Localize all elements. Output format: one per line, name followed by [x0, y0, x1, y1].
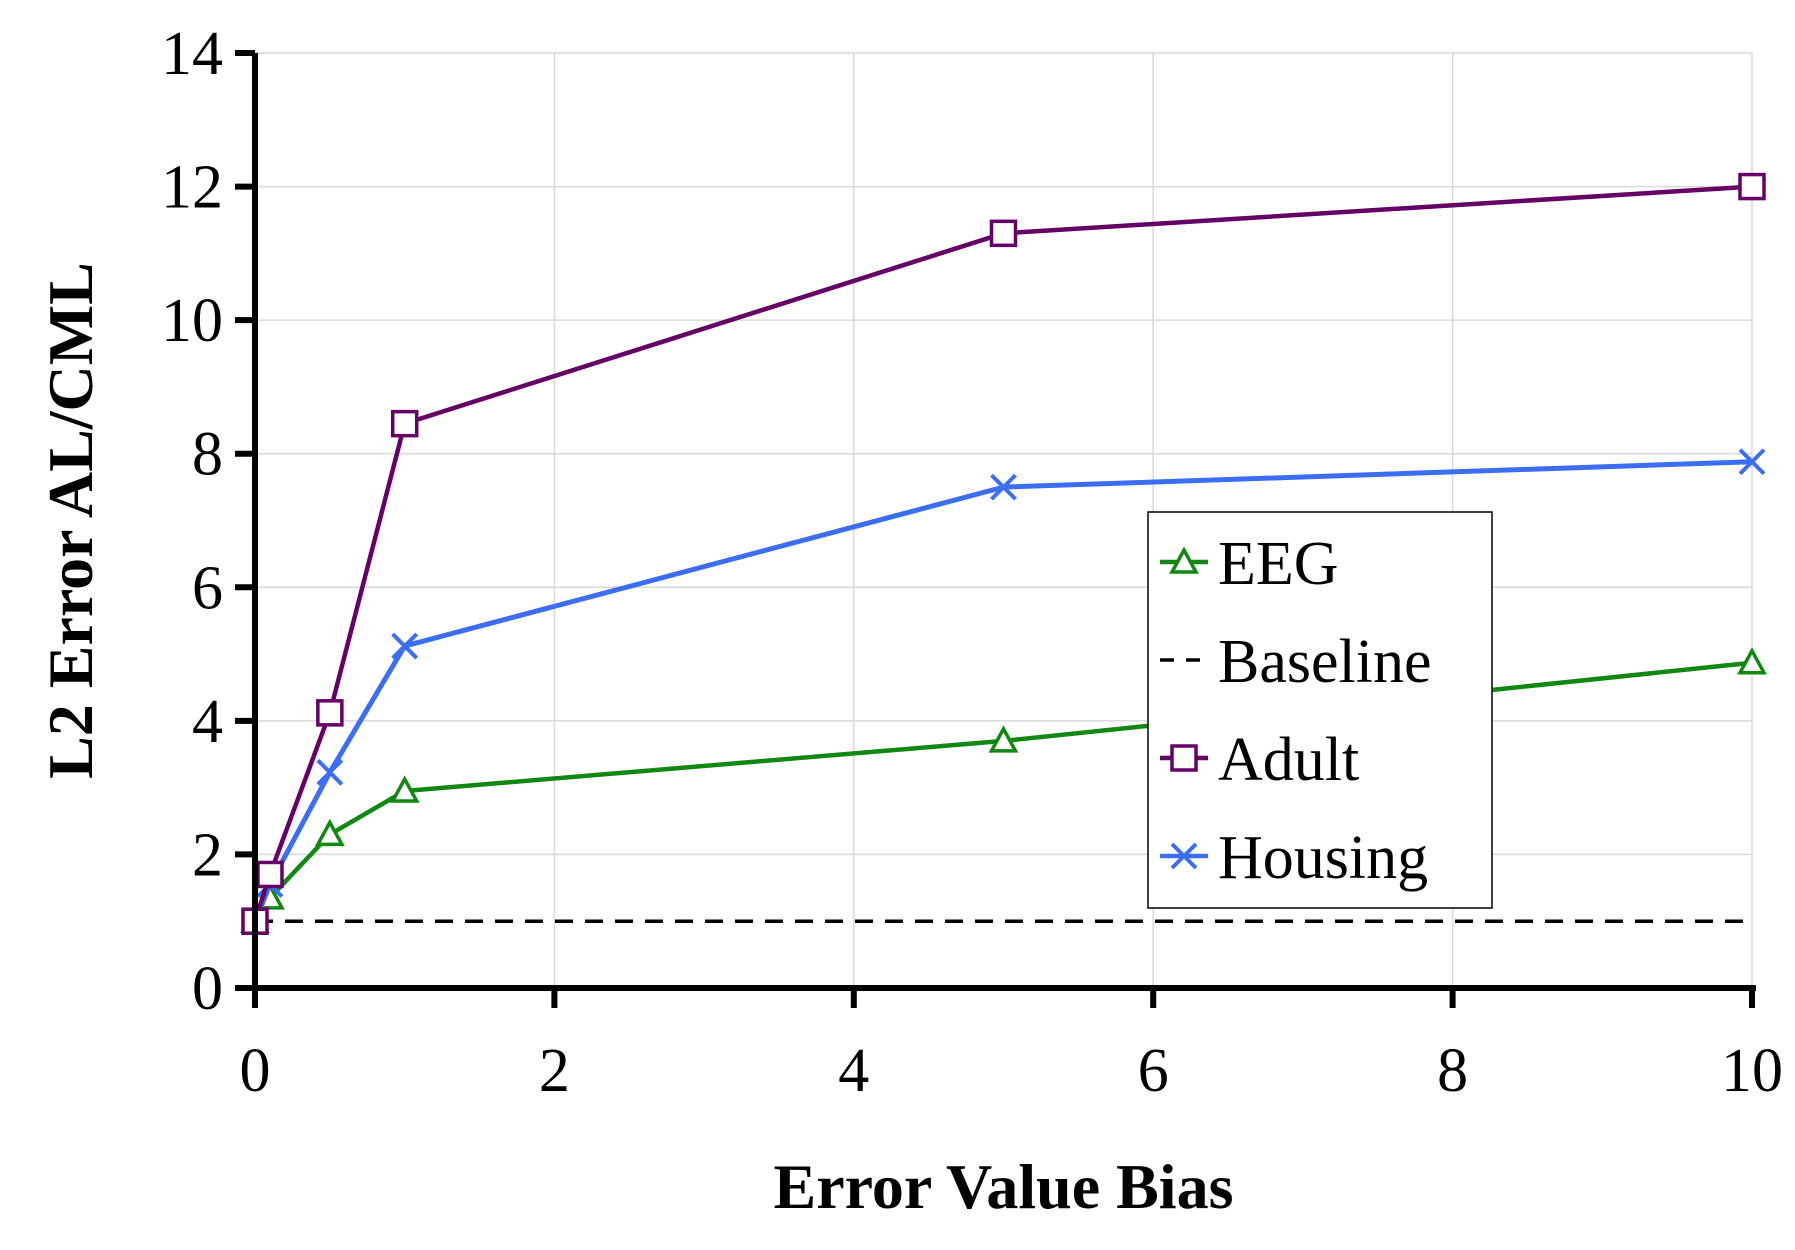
y-tick-label: 14 — [161, 20, 223, 88]
legend-label-baseline: Baseline — [1218, 628, 1432, 696]
x-tick-label: 8 — [1437, 1037, 1468, 1105]
data-point-adult — [316, 699, 344, 727]
y-tick-label: 2 — [192, 821, 223, 889]
series-line-housing — [252, 459, 1753, 923]
data-point-housing — [990, 473, 1017, 501]
y-tick-label: 0 — [192, 955, 223, 1023]
legend-marker-housing — [1170, 842, 1198, 870]
series-adult — [241, 172, 1766, 935]
data-point-eeg — [988, 725, 1019, 753]
y-tick-label: 6 — [192, 554, 223, 622]
series-eeg — [240, 647, 1767, 933]
ticks: 0 2 4 6 8 10 0 2 4 6 8 10 12 14 — [161, 20, 1783, 1105]
data-point-eeg — [389, 775, 420, 803]
legend-swatch-eeg — [1160, 546, 1208, 574]
x-tick-label: 2 — [539, 1037, 570, 1105]
data-point-eeg — [314, 818, 345, 847]
data-point-eeg — [1737, 647, 1767, 675]
y-axis-title: L2 Error AL/CML — [35, 262, 106, 779]
legend-marker-eeg — [1169, 546, 1199, 574]
legend-swatch-adult — [1160, 744, 1208, 772]
x-axis-title: Error Value Bias — [774, 1151, 1234, 1222]
data-point-adult — [1738, 172, 1766, 201]
legend-swatch-housing — [1160, 842, 1208, 870]
data-point-housing — [391, 632, 419, 660]
y-tick-label: 4 — [192, 688, 223, 756]
series-line-adult — [252, 184, 1753, 922]
series-line-eeg — [253, 660, 1753, 923]
series-housing — [241, 448, 1766, 935]
x-tick-label: 0 — [240, 1037, 271, 1105]
legend-label-eeg: EEG — [1218, 530, 1339, 598]
legend: EEG Baseline Adult Housing — [1147, 511, 1493, 909]
data-point-housing — [1738, 448, 1766, 476]
legend-label-housing: Housing — [1218, 824, 1428, 892]
y-tick-label: 8 — [192, 421, 223, 489]
legend-box — [1147, 511, 1493, 909]
data-point-adult — [989, 219, 1018, 248]
gridlines — [255, 52, 1753, 988]
x-tick-label: 4 — [838, 1037, 869, 1105]
x-tick-label: 10 — [1721, 1037, 1783, 1105]
legend-label-adult: Adult — [1218, 726, 1359, 794]
legend-marker-adult — [1170, 744, 1198, 772]
axes — [237, 53, 1756, 1000]
data-point-adult — [390, 409, 419, 438]
y-tick-label: 12 — [161, 154, 223, 222]
x-tick-label: 6 — [1138, 1037, 1169, 1105]
data-point-adult — [256, 860, 284, 889]
series-layer — [240, 172, 1767, 935]
y-tick-label: 10 — [161, 287, 223, 355]
data-point-housing — [316, 758, 344, 786]
